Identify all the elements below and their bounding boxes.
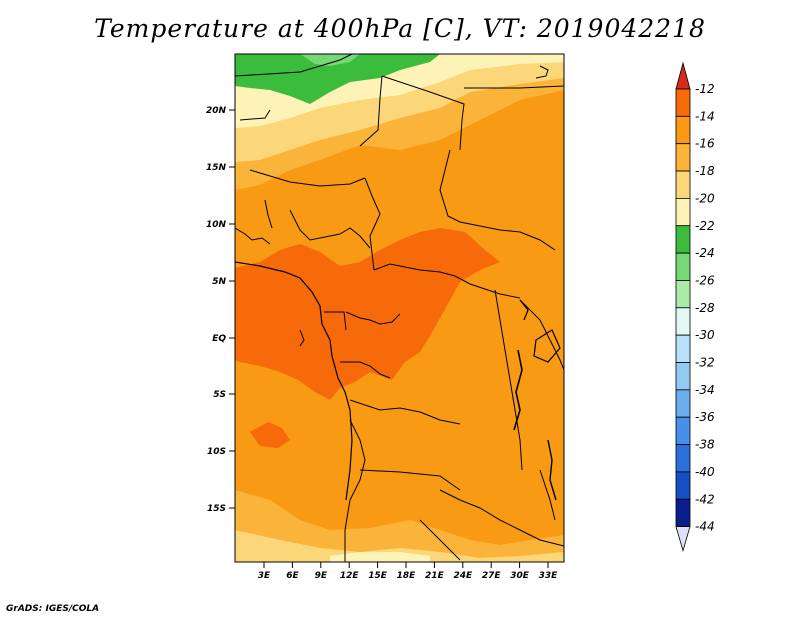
colorbar-bottom-arrow (675, 526, 691, 553)
lat-label: 5N (212, 277, 226, 287)
colorbar-segment (675, 197, 691, 227)
atlantic-coastline (235, 261, 353, 501)
colorbar: -12 -14 -16 -18 -20 -22 -24 -26 -28 -30 -32 -34 -36 -… (675, 61, 715, 553)
lon-label: 9E (315, 571, 328, 581)
latitude-ticks: 20N 15N 10N 5N EQ 5S 10S 15S (206, 106, 235, 514)
lat-label: 20N (206, 106, 227, 116)
lon-label: 18E (397, 571, 417, 581)
colorbar-label: -20 (695, 191, 715, 205)
lon-label: 30E (510, 571, 530, 581)
lat-label: 15S (207, 504, 226, 514)
lat-label: 5S (213, 390, 226, 400)
country-borders (235, 54, 564, 562)
colorbar-segment (675, 334, 691, 363)
colorbar-top-arrow (675, 61, 691, 90)
lat-label: EQ (212, 334, 226, 344)
colorbar-segment (675, 498, 691, 528)
nile-feature (535, 65, 549, 79)
lake-victoria (533, 329, 561, 363)
lake-tanganyika (513, 349, 523, 431)
chart-title: Temperature at 400hPa [C], VT: 201904221… (94, 14, 706, 43)
lon-label: 3E (258, 571, 271, 581)
colorbar-segment (675, 307, 691, 336)
colorbar-label: -28 (695, 301, 715, 315)
colorbar-label: -24 (695, 246, 715, 260)
colorbar-label: -18 (695, 164, 715, 178)
lat-label: 10N (206, 220, 227, 230)
lon-label: 6E (286, 571, 299, 581)
lon-label: 27E (482, 571, 502, 581)
colorbar-segment (675, 143, 691, 172)
lake-malawi (547, 439, 557, 501)
lon-label: 24E (453, 571, 473, 581)
colorbar-label: -36 (695, 410, 715, 424)
lat-label: 15N (206, 163, 227, 173)
colorbar-label: -32 (695, 356, 715, 370)
field-south-22 (330, 552, 430, 562)
lon-label: 33E (539, 571, 559, 581)
colorbar-segment (675, 444, 691, 473)
colorbar-label: -40 (695, 465, 715, 479)
field-sw-14 (250, 422, 290, 448)
field-north-24 (235, 54, 440, 104)
field-south-20 (235, 530, 564, 562)
colorbar-label: -16 (695, 137, 715, 151)
lake-albert (519, 299, 529, 321)
colorbar-segment (675, 389, 691, 418)
colorbar-segment (675, 280, 691, 309)
longitude-ticks: 3E 6E 9E 12E 15E 18E 21E 24E 27E 30E 33E (258, 562, 558, 581)
colorbar-label: -14 (695, 109, 715, 123)
colorbar-label: -22 (695, 219, 715, 233)
colorbar-segment (675, 471, 691, 500)
field-south-18 (235, 490, 564, 562)
grads-credit: GrADS: IGES/COLA (6, 604, 100, 614)
temperature-field (235, 54, 564, 562)
colorbar-segment (675, 416, 691, 445)
colorbar-label: -12 (695, 82, 715, 96)
colorbar-label: -34 (695, 383, 715, 397)
colorbar-label: -44 (695, 520, 715, 534)
lon-label: 15E (368, 571, 388, 581)
colorbar-segment (675, 252, 691, 281)
map-frame (234, 53, 565, 563)
colorbar-segment (675, 88, 691, 117)
lat-label: 10S (207, 447, 226, 457)
lon-label: 12E (340, 571, 360, 581)
colorbar-segment (675, 115, 691, 145)
colorbar-label: -42 (695, 492, 715, 506)
colorbar-segment (675, 362, 691, 391)
lon-label: 21E (425, 571, 445, 581)
colorbar-segment (675, 225, 691, 254)
island (299, 329, 305, 347)
colorbar-segment (675, 170, 691, 199)
colorbar-label: -38 (695, 438, 715, 452)
colorbar-label: -26 (695, 273, 715, 287)
colorbar-label: -30 (695, 328, 715, 342)
